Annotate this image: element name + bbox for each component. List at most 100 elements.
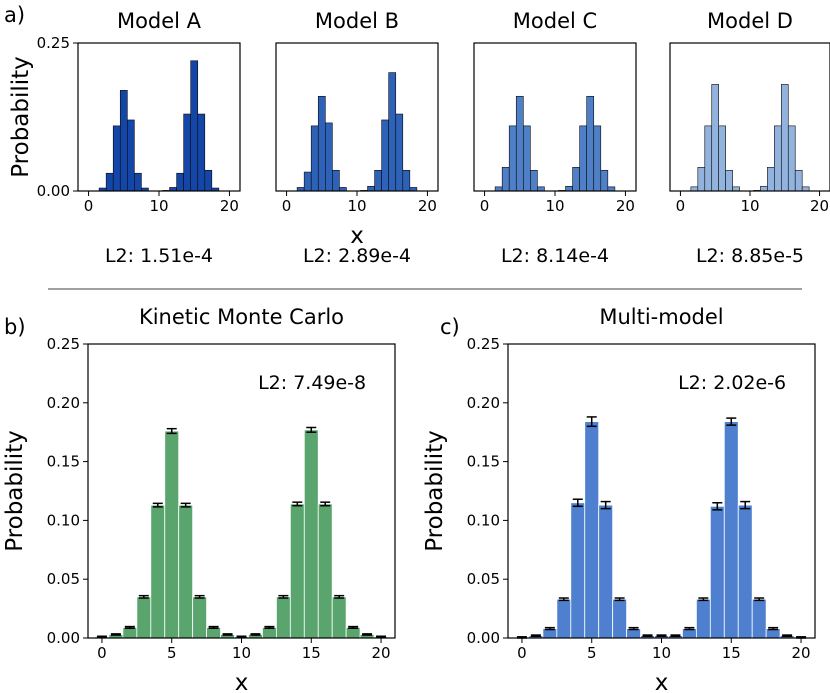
bar <box>262 627 277 639</box>
bar <box>572 167 580 192</box>
bar <box>704 125 713 192</box>
chart-multi: Multi-model 0 5 10 15 20 0.00 0.05 0.10 0.15 0.20 0… <box>422 305 816 693</box>
x-tick-label: 5 <box>587 644 597 662</box>
bar <box>402 169 411 192</box>
l2-annotation: L2: 1.51e-4 <box>105 245 213 267</box>
y-axis-label: Probability <box>8 56 34 178</box>
l2-annotation: L2: 2.89e-4 <box>303 245 411 267</box>
plot-frame <box>275 42 439 192</box>
bar <box>565 185 573 192</box>
chart-model_b: Model B 0 10 20 xL2: 2.89e-4 <box>275 9 439 267</box>
bar <box>206 627 221 639</box>
bar <box>760 185 768 192</box>
bar <box>711 84 719 192</box>
bar <box>584 421 600 639</box>
bar <box>204 169 213 192</box>
bar <box>523 125 531 192</box>
chart-model_d: Model D 0 10 20 L2: 8.85e-5 <box>669 9 830 267</box>
x-tick-label: 5 <box>167 644 177 662</box>
y-tick-label: 0.25 <box>467 335 500 353</box>
x-tick-label: 20 <box>418 197 437 215</box>
bar <box>690 186 699 192</box>
x-tick-label: 20 <box>220 197 239 215</box>
bar <box>781 84 789 192</box>
bar <box>593 125 602 192</box>
y-tick-label: 0.00 <box>467 629 500 647</box>
bar <box>570 502 586 639</box>
bar <box>105 172 114 192</box>
x-tick-label: 0 <box>480 197 490 215</box>
bar <box>579 125 587 192</box>
panel-label-b: b) <box>4 315 26 339</box>
bar <box>600 169 609 192</box>
bar <box>556 598 572 639</box>
plot-frame <box>473 42 637 192</box>
bar <box>150 504 166 639</box>
y-tick-label: 0.25 <box>37 34 70 52</box>
bar <box>275 596 291 639</box>
x-tick-label: 0 <box>84 197 94 215</box>
l2-annotation: L2: 2.02e-6 <box>678 372 786 394</box>
bar <box>801 186 810 192</box>
bar <box>164 430 180 639</box>
bar <box>388 72 397 192</box>
bar <box>598 504 614 639</box>
bar <box>697 167 706 192</box>
y-tick-label: 0.10 <box>467 511 500 529</box>
y-tick-label: 0.25 <box>47 335 80 353</box>
x-tick-label: 0 <box>282 197 292 215</box>
bar <box>317 95 326 192</box>
x-tick-label: 10 <box>347 197 366 215</box>
chart-title: Model B <box>315 9 399 33</box>
x-tick-label: 0 <box>676 197 686 215</box>
l2-annotation: L2: 8.85e-5 <box>696 245 804 267</box>
bar <box>508 125 517 192</box>
x-tick-label: 20 <box>616 197 635 215</box>
y-tick-label: 0.20 <box>47 394 80 412</box>
bar <box>723 421 739 639</box>
l2-annotation: L2: 7.49e-8 <box>258 372 366 394</box>
x-tick-label: 20 <box>810 197 829 215</box>
bar <box>190 60 199 192</box>
bar <box>515 95 524 192</box>
x-axis-label: x <box>655 670 669 693</box>
chart-title: Model C <box>513 9 597 33</box>
bar <box>122 627 138 639</box>
chart-title: Model D <box>707 9 793 33</box>
chart-title: Kinetic Monte Carlo <box>139 305 344 329</box>
x-tick-label: 10 <box>149 197 168 215</box>
bar <box>395 113 404 192</box>
bar <box>612 598 628 639</box>
x-axis-label: x <box>350 223 364 249</box>
y-tick-label: 0.00 <box>47 629 80 647</box>
x-tick-label: 10 <box>232 644 251 662</box>
bar <box>331 596 347 639</box>
bar <box>381 119 389 192</box>
chart-kmc: Kinetic Monte Carlo 0 5 10 15 20 0.00 0.05 0.10 0… <box>2 305 396 693</box>
x-tick-label: 10 <box>740 197 759 215</box>
bar <box>751 598 767 639</box>
bar <box>119 90 128 192</box>
panel-label-a: a) <box>4 3 25 27</box>
bar <box>767 167 775 192</box>
bar <box>709 505 725 639</box>
x-axis-label: x <box>235 670 249 693</box>
bar <box>374 169 382 192</box>
bar <box>303 429 319 639</box>
bar <box>310 125 319 192</box>
chart-title: Multi-model <box>599 305 723 329</box>
x-tick-label: 15 <box>302 644 321 662</box>
bar <box>178 504 194 639</box>
y-tick-label: 0.15 <box>467 453 500 471</box>
l2-annotation: L2: 8.14e-4 <box>501 245 609 267</box>
chart-title: Model A <box>117 9 202 33</box>
bar <box>127 119 135 192</box>
bar <box>537 186 545 192</box>
x-tick-label: 20 <box>371 644 390 662</box>
bar <box>197 113 206 192</box>
plot-frame <box>669 42 830 192</box>
bar <box>737 504 753 639</box>
